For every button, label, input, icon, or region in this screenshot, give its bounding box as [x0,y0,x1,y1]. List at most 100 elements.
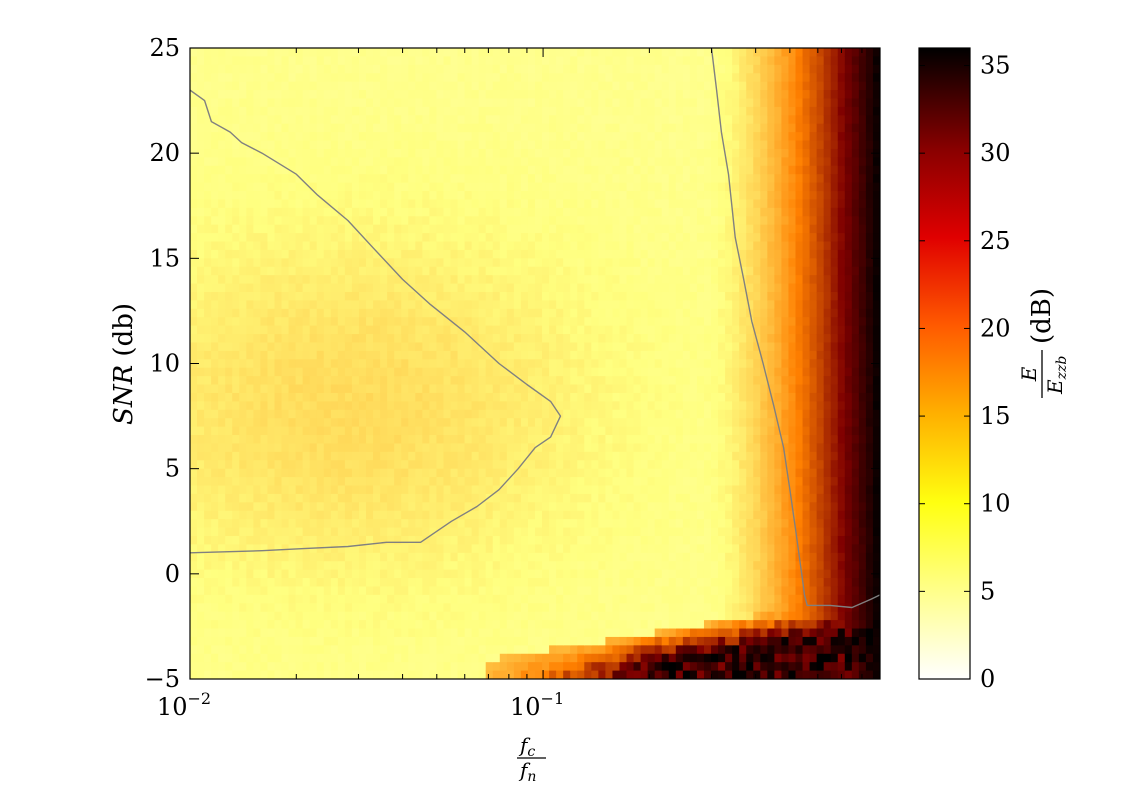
heatmap-cell [225,275,233,285]
heatmap-cell [464,73,473,83]
heatmap-cell [309,485,318,495]
heatmap-cell [373,308,381,318]
heatmap-cell [288,645,297,655]
heatmap-cell [612,64,621,74]
heatmap-cell [598,98,607,108]
heatmap-cell [492,561,501,571]
heatmap-cell [556,519,564,529]
heatmap-cell [520,291,529,301]
heatmap-cell [654,98,663,108]
heatmap-cell [288,376,297,386]
heatmap-cell [225,662,233,672]
heatmap-cell [197,98,205,108]
heatmap-cell [281,527,290,537]
heatmap-cell [267,98,276,108]
heatmap-cell [358,443,367,453]
heatmap-cell [302,367,311,377]
heatmap-cell [253,636,262,646]
heatmap-cell [584,645,592,655]
heatmap-cell [499,578,508,588]
heatmap-cell [253,148,262,158]
heatmap-cell [443,308,452,318]
heatmap-cell [471,628,480,638]
heatmap-cell [640,384,649,394]
heatmap-cell [232,207,240,217]
heatmap-cell [499,64,508,74]
heatmap-cell [492,291,501,301]
heatmap-cell [316,174,325,184]
heatmap-cell [323,207,332,217]
heatmap-cell [549,468,557,478]
heatmap-cell [366,165,374,175]
heatmap-cell [619,241,628,251]
heatmap-cell [295,300,304,310]
heatmap-cell [612,224,621,234]
heatmap-cell [549,317,557,327]
heatmap-cell [225,468,233,478]
heatmap-cell [499,224,508,234]
heatmap-cell [415,64,423,74]
heatmap-cell [267,275,276,285]
heatmap-cell [527,182,536,192]
heatmap-cell [584,443,592,453]
heatmap-cell [401,594,409,604]
heatmap-cell [344,527,353,537]
heatmap-cell [612,73,621,83]
heatmap-cell [366,216,374,226]
heatmap-cell [316,56,325,66]
heatmap-cell [288,283,297,293]
heatmap-cell [260,418,269,428]
heatmap-cell [330,325,339,335]
heatmap-cell [506,519,515,529]
heatmap-cell [570,636,578,646]
heatmap-cell [598,569,607,579]
heatmap-cell [415,620,423,630]
heatmap-cell [464,115,473,125]
heatmap-cell [591,199,599,209]
heatmap-cell [232,670,240,679]
heatmap-cell [373,98,381,108]
heatmap-cell [190,485,198,495]
heatmap-cell [281,392,290,402]
heatmap-cell [485,561,494,571]
heatmap-cell [225,611,233,621]
heatmap-cell [598,552,607,562]
heatmap-cell [295,132,304,142]
heatmap-cell [373,182,381,192]
heatmap-cell [478,670,487,679]
heatmap-cell [471,409,480,419]
heatmap-cell [513,519,522,529]
heatmap-cell [267,460,276,470]
heatmap-cell [267,132,276,142]
heatmap-cell [527,628,536,638]
heatmap-cell [197,308,205,318]
heatmap-cell [274,56,283,66]
heatmap-cell [471,300,480,310]
heatmap-cell [478,334,487,344]
heatmap-cell [204,443,212,453]
heatmap-cell [570,662,578,672]
heatmap-cell [204,401,212,411]
heatmap-cell [542,148,550,158]
heatmap-cell [408,342,416,352]
heatmap-cell [619,611,628,621]
heatmap-cell [380,115,388,125]
heatmap-cell [380,367,388,377]
heatmap-cell [246,443,254,453]
heatmap-cell [549,106,557,116]
heatmap-cell [492,535,501,545]
heatmap-cell [330,662,339,672]
heatmap-cell [619,140,628,150]
heatmap-cell [260,435,269,445]
heatmap-cell [401,148,409,158]
heatmap-cell [506,283,515,293]
heatmap-cell [197,611,205,621]
heatmap-cell [605,561,614,571]
heatmap-cell [225,569,233,579]
heatmap-cell [633,653,642,663]
heatmap-cell [274,401,283,411]
heatmap-cell [436,620,445,630]
heatmap-cell [274,586,283,596]
heatmap-cell [513,182,522,192]
heatmap-cell [422,502,430,512]
